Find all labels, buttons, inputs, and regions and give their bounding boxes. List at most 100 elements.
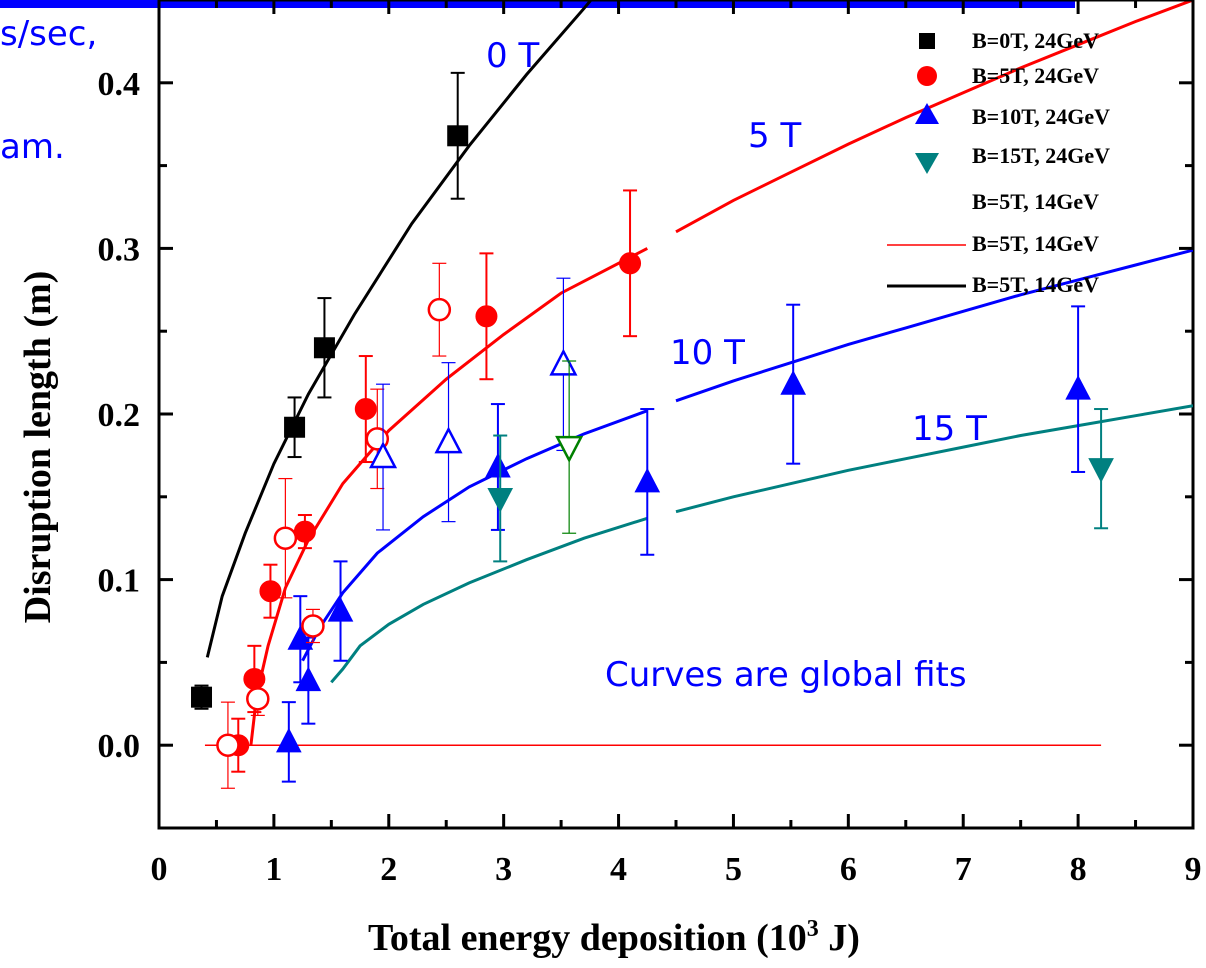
point-marker [275, 727, 302, 753]
annotation-15T: 15 T [912, 409, 987, 449]
data-point [284, 396, 306, 459]
x-tick-label: 3 [495, 851, 512, 888]
point-marker [259, 580, 282, 603]
fit-curve [205, 0, 593, 658]
x-tick-label: 6 [840, 851, 857, 888]
legend-marker-b5-24 [917, 66, 937, 86]
y-tick-label: 0.0 [98, 728, 141, 765]
legend-label-b5-24: B=5T, 24GeV [972, 63, 1099, 88]
point-marker [243, 667, 266, 690]
legend-label-b5-14-a: B=5T, 14GeV [972, 189, 1099, 214]
legend-marker-b15-24 [915, 153, 939, 174]
point-marker [301, 614, 325, 638]
point-marker [634, 467, 661, 493]
point-marker [555, 435, 584, 463]
legend-label-b15-24: B=15T, 24GeV [972, 143, 1110, 168]
x-tick-label: 1 [265, 851, 282, 888]
data-point [619, 189, 642, 338]
x-tick-label: 5 [725, 851, 742, 888]
data-point [427, 262, 452, 357]
x-tick-label: 9 [1185, 851, 1202, 888]
point-marker [487, 487, 514, 513]
data-point [1065, 305, 1091, 473]
point-marker [619, 252, 642, 275]
point-marker [313, 337, 335, 359]
y-tick-label: 0.3 [98, 231, 141, 268]
data-point [447, 71, 469, 200]
point-marker [485, 452, 511, 478]
legend-marker-b10-24 [915, 103, 939, 124]
data-point [313, 297, 335, 399]
fit-curve [330, 516, 648, 684]
data-point [487, 434, 514, 563]
x-tick-label: 0 [151, 851, 168, 888]
data-point [259, 563, 282, 619]
x-axis-title-main: Total energy deposition (10 [368, 917, 807, 959]
data-point [1088, 408, 1114, 530]
point-marker [284, 416, 306, 438]
data-point [634, 408, 661, 556]
point-marker [1088, 458, 1114, 483]
data-point [368, 383, 398, 531]
data-point [191, 684, 213, 710]
fit-curve [675, 0, 1193, 234]
data-point [475, 252, 498, 381]
data-point [295, 636, 322, 725]
point-marker [780, 370, 807, 395]
axis-ticks: 0 1 2 3 4 5 6 7 8 9 0.0 0.1 0.2 0.3 0.4 [98, 0, 1202, 888]
legend-label-b5-14-b: B=5T, 14GeV [972, 231, 1099, 256]
data-point [293, 514, 316, 550]
point-marker [549, 348, 578, 376]
point-marker [368, 441, 398, 469]
annotation-10T: 10 T [670, 333, 745, 373]
y-tick-label: 0.2 [98, 397, 141, 434]
y-axis-title: Disruption length (m) [17, 271, 59, 624]
data-point [555, 360, 584, 534]
x-axis-title: Total energy deposition (103 J) [368, 916, 860, 959]
data-point [246, 681, 270, 716]
annotation-0T: 0 T [486, 36, 539, 76]
data-point [549, 277, 578, 452]
annotation-top-left-1: s/sec, [0, 14, 97, 54]
legend: B=0T, 24GeV B=5T, 24GeV B=10T, 24GeV B=1… [887, 28, 1110, 297]
data-point [485, 403, 511, 531]
point-marker [295, 666, 322, 692]
point-marker [434, 426, 463, 454]
legend-label-b0-24: B=0T, 24GeV [972, 28, 1099, 53]
x-axis-title-sup: 3 [807, 916, 819, 942]
annotation-top-left-2: am. [0, 127, 65, 167]
fit-curve [249, 247, 648, 746]
point-marker [216, 733, 240, 757]
x-tick-label: 7 [955, 851, 972, 888]
point-marker [191, 686, 213, 708]
data-point [301, 608, 325, 644]
point-marker [354, 398, 377, 421]
annotation-global-fits: Curves are global fits [605, 655, 967, 695]
fit-curve [675, 248, 1193, 403]
point-marker [475, 305, 498, 328]
point-marker [1065, 375, 1091, 400]
x-tick-label: 2 [380, 851, 397, 888]
point-marker [427, 297, 452, 322]
x-tick-label: 8 [1070, 851, 1087, 888]
y-tick-label: 0.1 [98, 563, 141, 600]
legend-label-b10-24: B=10T, 24GeV [972, 104, 1110, 129]
x-tick-label: 4 [610, 851, 627, 888]
x-axis-title-end: J) [819, 917, 860, 959]
data-point [434, 362, 463, 523]
point-marker [327, 596, 354, 622]
legend-marker-b0-24 [919, 33, 935, 49]
data-point [327, 560, 354, 662]
data-point [780, 303, 807, 465]
fit-curve [675, 404, 1193, 514]
annotation-5T: 5 T [748, 116, 801, 156]
point-marker [246, 687, 270, 711]
data-point [273, 477, 298, 599]
y-tick-label: 0.4 [98, 66, 141, 103]
data-point [275, 701, 302, 783]
point-marker [293, 520, 316, 543]
data-point [216, 701, 240, 789]
data-point [354, 355, 377, 464]
legend-label-b5-14-c: B=5T, 14GeV [972, 272, 1099, 297]
